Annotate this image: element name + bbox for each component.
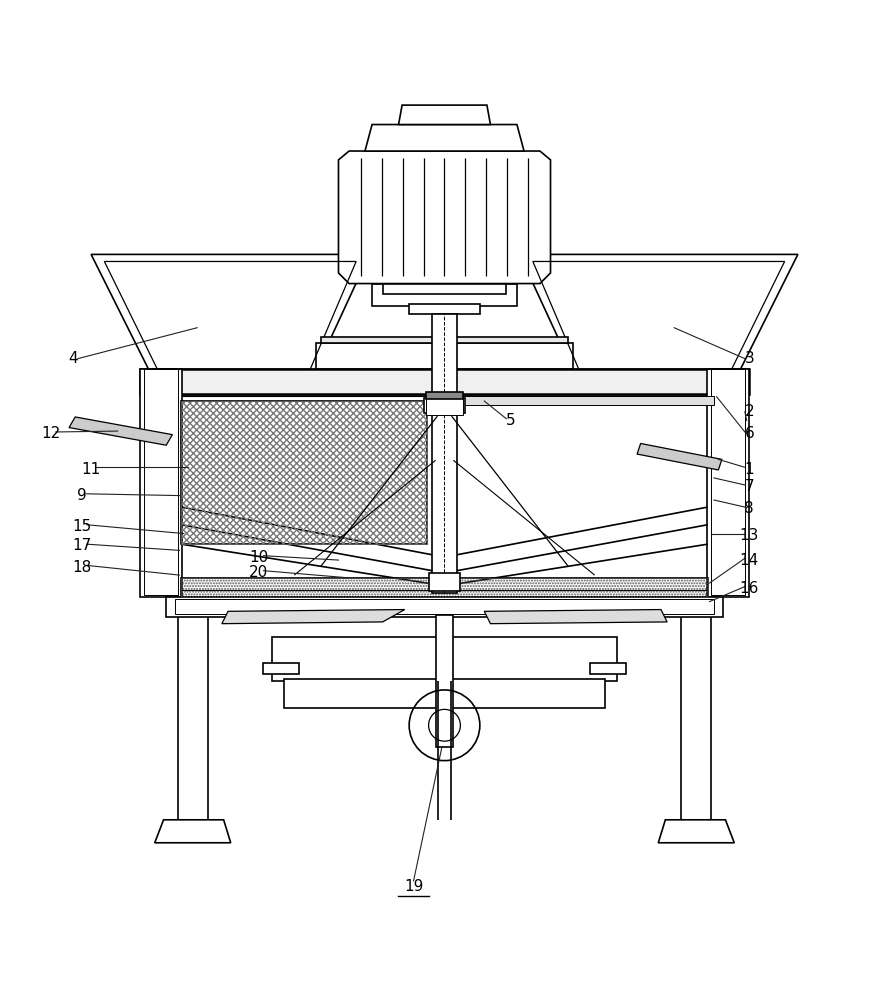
Bar: [707, 369, 749, 597]
Bar: [432, 314, 457, 593]
Bar: [140, 369, 749, 394]
Polygon shape: [485, 610, 667, 624]
Bar: [681, 615, 711, 820]
Text: 11: 11: [82, 462, 100, 477]
Polygon shape: [637, 443, 722, 470]
Bar: [321, 337, 568, 343]
Bar: [263, 663, 299, 674]
Text: 6: 6: [744, 426, 754, 441]
Polygon shape: [382, 284, 507, 294]
Bar: [284, 679, 605, 708]
Text: 10: 10: [249, 550, 268, 565]
Polygon shape: [339, 151, 550, 284]
Bar: [181, 401, 427, 544]
Bar: [426, 392, 463, 399]
Bar: [144, 369, 178, 595]
Polygon shape: [155, 820, 231, 843]
Bar: [436, 396, 714, 405]
Polygon shape: [398, 105, 491, 125]
Text: 12: 12: [42, 426, 61, 441]
Bar: [409, 304, 480, 314]
Bar: [372, 284, 517, 306]
Text: 18: 18: [73, 560, 92, 575]
Bar: [140, 369, 182, 597]
Bar: [166, 597, 723, 617]
Polygon shape: [658, 820, 734, 843]
Bar: [711, 369, 745, 595]
Polygon shape: [69, 417, 172, 445]
Bar: [175, 599, 714, 614]
Text: 14: 14: [740, 553, 759, 568]
Text: 16: 16: [740, 581, 759, 596]
Text: 9: 9: [77, 488, 87, 503]
Bar: [590, 663, 626, 674]
Bar: [171, 394, 718, 597]
Polygon shape: [222, 610, 404, 624]
Text: 13: 13: [740, 528, 759, 543]
Bar: [181, 401, 427, 544]
Text: 17: 17: [73, 538, 92, 553]
Text: 1: 1: [744, 462, 754, 477]
Text: 3: 3: [744, 351, 754, 366]
Polygon shape: [91, 254, 370, 369]
Bar: [178, 615, 208, 820]
Text: 15: 15: [73, 519, 92, 534]
Text: 7: 7: [744, 479, 754, 494]
Text: 8: 8: [744, 501, 754, 516]
Bar: [181, 578, 708, 597]
Polygon shape: [519, 254, 798, 369]
Text: 2: 2: [744, 404, 754, 419]
Bar: [428, 573, 461, 591]
Bar: [180, 396, 709, 590]
Bar: [426, 396, 463, 415]
Bar: [436, 615, 453, 747]
Bar: [316, 343, 573, 369]
Bar: [272, 637, 617, 681]
Text: 19: 19: [404, 879, 423, 894]
Text: 4: 4: [68, 351, 78, 366]
Text: 5: 5: [506, 413, 516, 428]
Bar: [181, 578, 708, 597]
Text: 20: 20: [249, 565, 268, 580]
Polygon shape: [365, 125, 524, 151]
Bar: [424, 398, 465, 413]
